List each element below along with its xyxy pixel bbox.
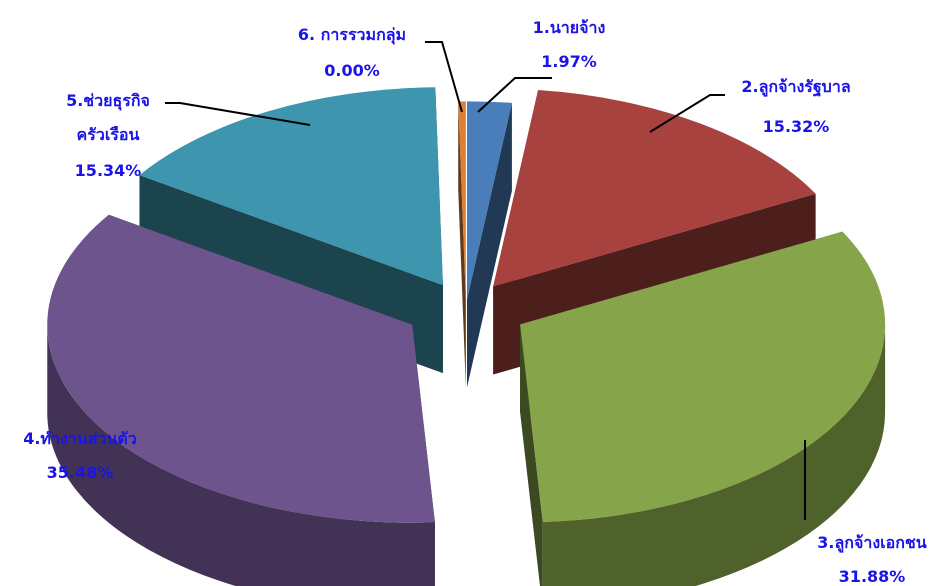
pie-slice-4 (47, 214, 435, 586)
slice-category-label-1: 1.นายจ้าง (533, 18, 606, 37)
slice-category-label-5: 5.ช่วยธุรกิจ (66, 91, 150, 111)
leader-lines (165, 41, 806, 520)
pie-slice-6 (458, 101, 466, 388)
slice-percent-label-2: 15.32% (763, 117, 830, 136)
slice-category-label-6: 6. การรวมกลุ่ม (298, 25, 406, 45)
slice-category-label-4: 4.ทำงานส่วนตัว (23, 429, 137, 448)
slice-percent-label-4: 35.48% (47, 463, 114, 482)
slice-category-label-5-1: ครัวเรือน (77, 125, 140, 144)
pie-slice-1 (466, 101, 512, 388)
pie-slice-3 (520, 231, 886, 586)
slice-percent-label-1: 1.97% (541, 52, 597, 71)
slice-percent-label-6: 0.00% (324, 61, 380, 80)
slice-category-label-2: 2.ลูกจ้างรัฐบาล (741, 77, 850, 98)
leader-line-6 (425, 41, 463, 113)
slice-category-label-3: 3.ลูกจ้างเอกชน (817, 533, 927, 554)
slice-labels: 1.นายจ้าง 1.97% 2.ลูกจ้างรัฐบาล 15.32% 3.ลูก… (23, 18, 927, 586)
slice-percent-label-5: 15.34% (75, 161, 142, 180)
leader-line-2 (649, 94, 725, 133)
pie-slices (47, 87, 886, 586)
leader-line-1 (477, 77, 552, 113)
slice-percent-label-3: 31.88% (839, 567, 906, 586)
leader-line-5 (165, 102, 311, 126)
